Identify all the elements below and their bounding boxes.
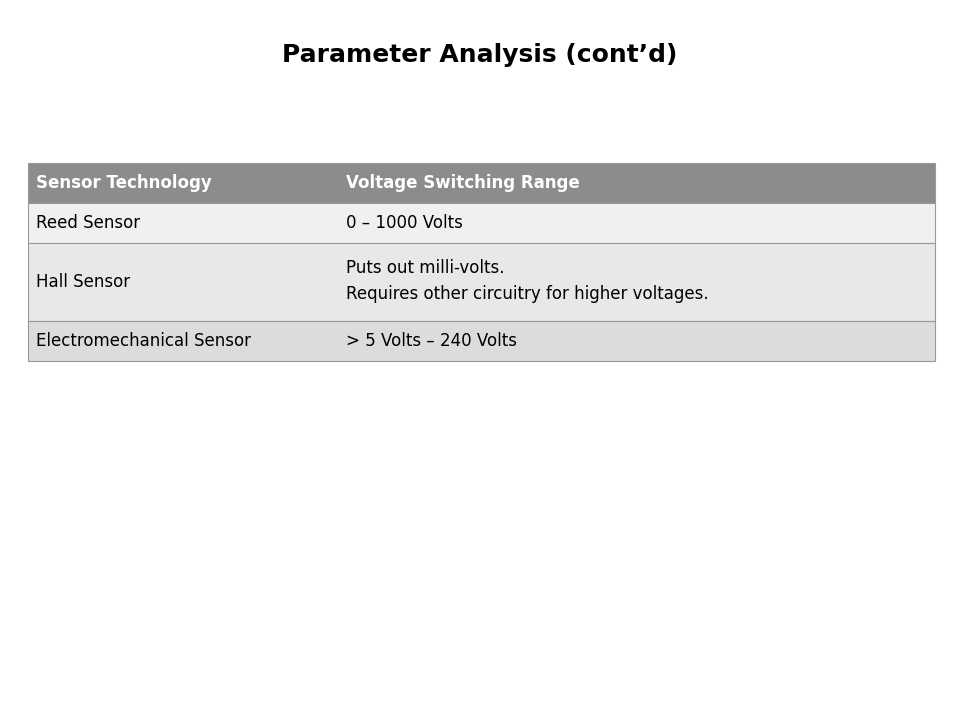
Text: 0 – 1000 Volts: 0 – 1000 Volts [346,214,463,232]
Text: > 5 Volts – 240 Volts: > 5 Volts – 240 Volts [346,332,517,350]
Text: Requires other circuitry for higher voltages.: Requires other circuitry for higher volt… [346,284,708,302]
Text: Reed Sensor: Reed Sensor [36,214,140,232]
Text: Electromechanical Sensor: Electromechanical Sensor [36,332,251,350]
Text: Hall Sensor: Hall Sensor [36,273,131,291]
Text: Voltage Switching Range: Voltage Switching Range [346,174,580,192]
Text: Puts out milli-volts.: Puts out milli-volts. [346,259,505,277]
Text: Parameter Analysis (cont’d): Parameter Analysis (cont’d) [282,43,678,67]
Text: Sensor Technology: Sensor Technology [36,174,212,192]
